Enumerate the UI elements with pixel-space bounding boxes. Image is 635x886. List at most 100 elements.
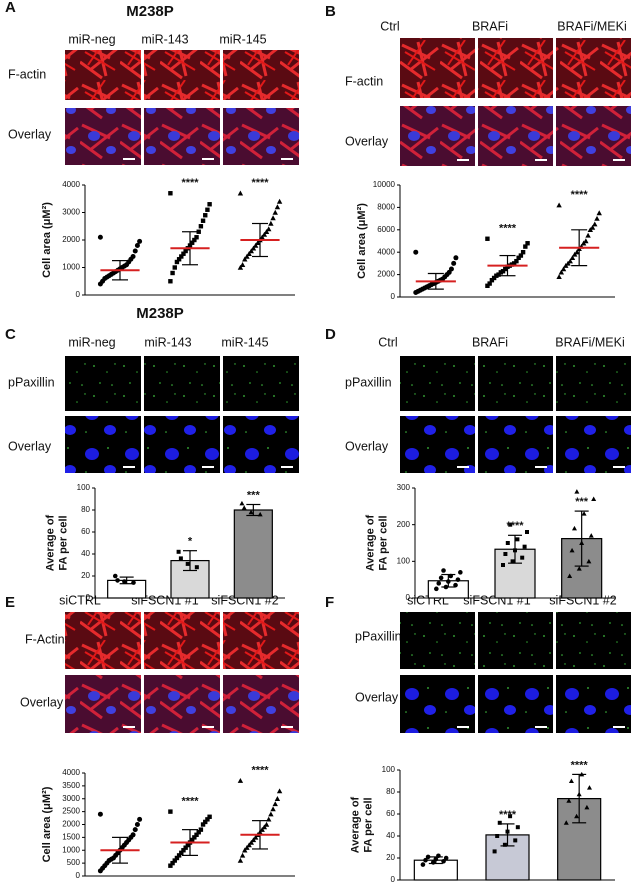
scale-bar	[457, 466, 469, 468]
data-point	[574, 813, 580, 819]
y-axis-label: Cell area (μM²)	[41, 786, 53, 862]
micrograph	[478, 38, 553, 98]
micrograph	[556, 356, 631, 411]
data-point	[455, 577, 461, 582]
data-point	[183, 845, 188, 850]
micrograph	[400, 356, 475, 411]
data-point	[441, 859, 446, 864]
data-point	[239, 262, 246, 267]
data-point	[261, 824, 268, 830]
column-label: BRAFi/MEKi	[555, 335, 624, 349]
data-point	[586, 558, 592, 564]
data-point	[242, 256, 248, 262]
data-point	[434, 586, 439, 592]
data-point	[520, 555, 525, 560]
data-point	[556, 202, 562, 208]
data-point	[203, 213, 208, 218]
data-point	[498, 270, 504, 275]
data-point	[192, 237, 197, 243]
data-point	[580, 240, 587, 246]
data-point	[115, 578, 120, 583]
micrograph	[65, 612, 141, 669]
data-point	[239, 852, 246, 858]
data-point	[189, 837, 195, 843]
data-point	[453, 582, 458, 588]
data-point	[436, 581, 442, 586]
row-label: pPaxillin	[345, 375, 392, 389]
row-label: Overlay	[355, 690, 399, 704]
y-tick-label: 200	[397, 520, 411, 529]
data-point	[237, 778, 244, 783]
data-point	[513, 548, 517, 553]
data-point	[491, 275, 497, 281]
data-point	[556, 274, 562, 280]
data-point	[181, 848, 186, 853]
data-point	[97, 811, 103, 817]
y-tick-label: 300	[397, 483, 411, 492]
data-point	[588, 533, 594, 538]
data-point	[255, 240, 261, 245]
micrograph	[144, 356, 220, 411]
data-point	[430, 860, 436, 865]
data-point	[443, 584, 449, 590]
y-tick-label: 1000	[62, 263, 80, 272]
row-label: Overlay	[8, 127, 52, 141]
data-point	[502, 842, 507, 847]
micrograph	[223, 675, 299, 733]
data-point	[558, 269, 565, 275]
data-point	[268, 811, 274, 817]
micrograph	[144, 108, 220, 165]
column-label: miR-145	[219, 32, 266, 46]
data-point	[497, 820, 502, 825]
micrograph	[65, 675, 141, 733]
micrograph	[478, 675, 553, 733]
data-point	[196, 229, 201, 234]
micrograph	[478, 416, 553, 473]
data-point	[203, 819, 208, 825]
data-point	[565, 260, 571, 266]
micrograph	[144, 612, 220, 669]
data-point	[563, 820, 569, 825]
data-point	[237, 190, 244, 196]
y-tick-label: 100	[382, 765, 396, 774]
significance: ****	[251, 177, 269, 189]
scale-bar	[202, 158, 214, 160]
data-point	[503, 552, 508, 556]
micrograph	[400, 416, 475, 473]
data-point	[487, 281, 492, 286]
y-tick-label: 0	[391, 292, 396, 301]
data-point	[589, 224, 596, 230]
data-point	[274, 796, 281, 801]
scale-bar	[202, 466, 214, 468]
significance: ***	[247, 489, 261, 501]
data-point	[176, 257, 182, 262]
y-tick-label: 2000	[62, 820, 80, 829]
data-point	[579, 771, 585, 777]
y-tick-label: 0	[406, 593, 411, 602]
data-point	[176, 853, 182, 858]
y-tick-label: 2000	[377, 270, 395, 279]
data-point	[192, 835, 197, 840]
data-point	[172, 858, 177, 863]
data-point	[122, 579, 127, 584]
data-point	[276, 198, 283, 204]
y-tick-label: 0	[391, 875, 396, 884]
y-tick-label: 2000	[62, 235, 80, 244]
data-point	[196, 830, 201, 835]
y-tick-label: 3500	[62, 781, 80, 790]
y-tick-label: 4000	[377, 247, 395, 256]
y-axis-label: FA per cell	[377, 515, 389, 570]
significance: ****	[571, 759, 589, 771]
y-axis-label: FA per cell	[362, 797, 374, 852]
data-point	[523, 244, 528, 249]
scale-bar	[457, 726, 469, 728]
row-label: pPaxillin	[8, 375, 55, 389]
data-point	[567, 573, 573, 578]
row-label: Overlay	[8, 439, 52, 453]
data-point	[112, 573, 118, 579]
micrograph	[478, 356, 553, 411]
y-axis-label: Cell area (μM²)	[356, 203, 368, 279]
row-label: Overlay	[20, 695, 64, 709]
data-point	[485, 283, 490, 288]
data-point	[576, 566, 582, 571]
